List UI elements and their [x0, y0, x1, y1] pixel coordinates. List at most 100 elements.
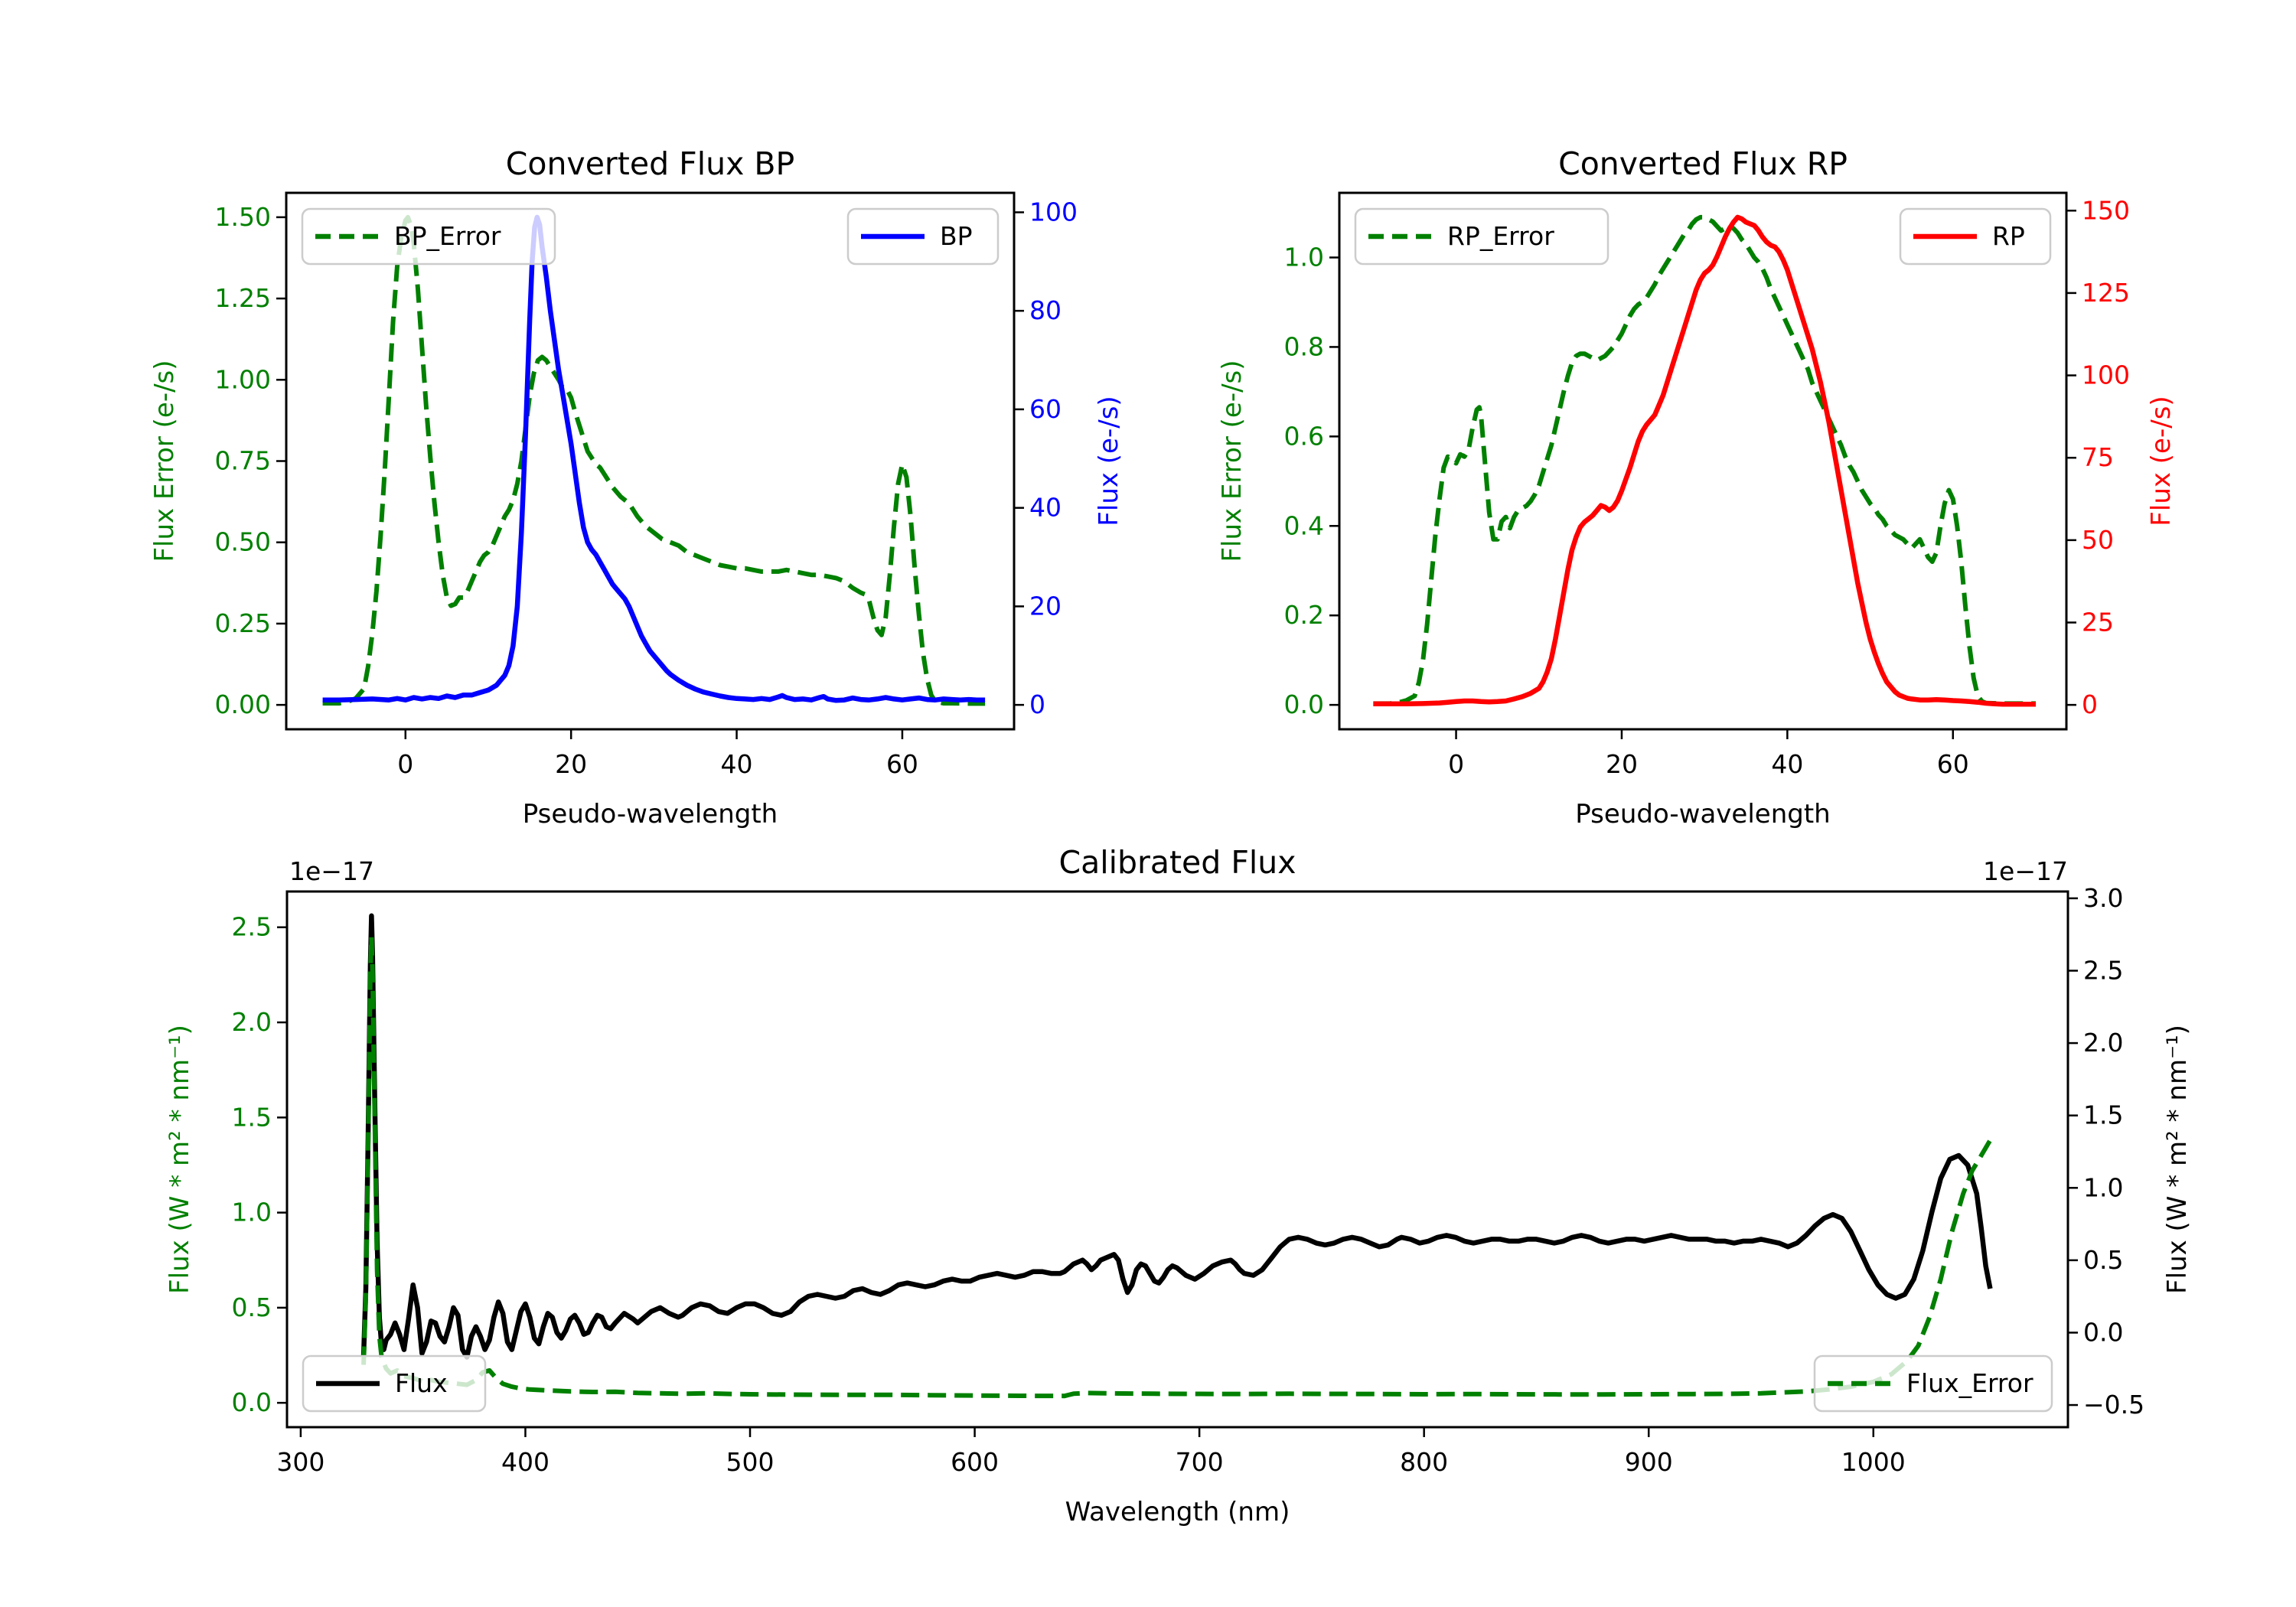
bp-right-tick-label: 40 — [1029, 493, 1062, 523]
bp-left-tick-label: 0.50 — [215, 527, 271, 557]
cal-flux-curve — [360, 913, 1993, 1360]
cal-legend-label: Flux_Error — [1906, 1368, 2033, 1398]
cal-axes-border — [285, 890, 2069, 1429]
bp-legend-box — [301, 207, 556, 266]
cal-left-tick-label: 0.5 — [232, 1292, 272, 1322]
bp-left-tick-label: 1.50 — [215, 202, 271, 232]
cal-offset-left: 1e−17 — [289, 856, 374, 886]
rp-left-ticks: 0.0 0.2 0.4 0.6 0.8 1.0 — [1284, 242, 1339, 719]
bp-title: Converted Flux BP — [506, 145, 795, 182]
cal-x-tick-label: 1000 — [1841, 1447, 1906, 1477]
rp-right-tick-label: 50 — [2082, 525, 2114, 555]
rp-right-tick-label: 25 — [2082, 607, 2114, 637]
bp-legend-bp_error: BP_Error — [301, 207, 556, 266]
cal-ylabel-left: Flux (W * m² * nm⁻¹) — [165, 1025, 195, 1294]
rp-left-tick-label: 0.2 — [1284, 600, 1324, 630]
cal-x-tick-label: 600 — [951, 1447, 999, 1477]
cal-right-tick-label: 1.0 — [2083, 1172, 2123, 1202]
rp-x-tick-label: 40 — [1771, 749, 1803, 779]
cal-plot-area — [360, 913, 1993, 1399]
rp-left-tick-label: 0.6 — [1284, 421, 1324, 451]
chart-cal: 300 400 500 600 700 800 900 1000 0.0 0.5 1.0 1.5 2.0… — [165, 844, 2193, 1527]
rp-legend-rp: RP — [1899, 207, 2052, 266]
bp-bp-curve — [322, 214, 986, 703]
cal-right-tick-label: −0.5 — [2083, 1390, 2144, 1420]
rp-right-tick-label: 150 — [2082, 195, 2130, 225]
bp-legend-label: BP_Error — [394, 221, 501, 251]
cal-x-tick-label: 700 — [1176, 1447, 1224, 1477]
rp-x-tick-label: 20 — [1606, 749, 1638, 779]
cal-right-ticks: −0.5 0.0 0.5 1.0 1.5 2.0 2.5 3.0 — [2068, 883, 2144, 1420]
cal-x-tick-label: 400 — [501, 1447, 550, 1477]
cal-legend-flux_error: Flux_Error — [1813, 1354, 2053, 1413]
bp-right-tick-label: 0 — [1029, 689, 1045, 719]
bp-legend-bp: BP — [846, 207, 1000, 266]
bp-left-tick-label: 1.25 — [215, 283, 271, 313]
rp-plot-area — [1373, 214, 2036, 707]
rp-left-tick-label: 0.0 — [1284, 689, 1324, 719]
bp-right-ticks: 0 20 40 60 80 100 — [1014, 197, 1078, 719]
rp-legend-rp_error: RP_Error — [1354, 207, 1609, 266]
rp-rp-curve — [1373, 214, 2036, 707]
cal-left-tick-label: 0.0 — [232, 1387, 272, 1417]
bp-left-tick-label: 0.25 — [215, 608, 271, 638]
rp-axes-border — [1338, 191, 2068, 731]
cal-right-tick-label: 2.5 — [2083, 955, 2123, 985]
rp-legend-label: RP_Error — [1447, 221, 1554, 251]
rp-legend-label: RP — [1992, 221, 2025, 251]
cal-x-tick-label: 300 — [276, 1447, 325, 1477]
rp-right-ticks: 0 25 50 75 100 125 150 — [2066, 195, 2130, 719]
rp-xlabel: Pseudo-wavelength — [1575, 799, 1830, 830]
chart-rp: 0 20 40 60 0.0 0.2 0.4 0.6 0.8 1.0 0 25 50 75 100 125 15… — [1217, 145, 2177, 830]
cal-right-tick-label: 0.5 — [2083, 1245, 2123, 1275]
bp-left-ticks: 0.00 0.25 0.50 0.75 1.00 1.25 1.50 — [215, 202, 286, 719]
rp-ylabel-right: Flux (e-/s) — [2146, 396, 2177, 526]
cal-legend-label: Flux — [395, 1368, 448, 1398]
rp-x-tick-label: 0 — [1448, 749, 1464, 779]
bp-right-tick-label: 20 — [1029, 591, 1062, 621]
chart-bp: 0 20 40 60 0.00 0.25 0.50 0.75 1.00 1.25 1.50 0 20 40… — [149, 145, 1124, 830]
rp-x-ticks: 0 20 40 60 — [1448, 729, 1969, 779]
cal-offset-right: 1e−17 — [1983, 856, 2068, 886]
cal-legend-box — [302, 1354, 487, 1413]
rp-right-tick-label: 75 — [2082, 442, 2114, 472]
rp-rp_error-curve — [1373, 214, 2036, 706]
rp-x-tick-label: 60 — [1937, 749, 1969, 779]
bp-x-tick-label: 40 — [721, 749, 753, 779]
rp-ylabel-left: Flux Error (e-/s) — [1217, 360, 1247, 562]
bp-x-ticks: 0 20 40 60 — [397, 729, 918, 779]
rp-left-tick-label: 0.4 — [1284, 510, 1324, 540]
bp-left-tick-label: 1.00 — [215, 364, 271, 394]
cal-right-tick-label: 2.0 — [2083, 1028, 2123, 1058]
bp-ylabel-left: Flux Error (e-/s) — [149, 360, 180, 562]
cal-title: Calibrated Flux — [1058, 844, 1296, 881]
rp-left-tick-label: 0.8 — [1284, 331, 1324, 361]
cal-xlabel: Wavelength (nm) — [1065, 1497, 1290, 1527]
cal-right-tick-label: 0.0 — [2083, 1317, 2123, 1347]
cal-legend-box — [1813, 1354, 2053, 1413]
rp-right-tick-label: 125 — [2082, 278, 2130, 308]
cal-x-tick-label: 500 — [726, 1447, 775, 1477]
cal-x-tick-label: 800 — [1400, 1447, 1448, 1477]
bp-left-tick-label: 0.00 — [215, 689, 271, 719]
cal-left-tick-label: 1.0 — [232, 1198, 272, 1227]
rp-right-tick-label: 0 — [2082, 689, 2098, 719]
rp-legend-box — [1354, 207, 1609, 266]
bp-right-tick-label: 100 — [1029, 197, 1078, 227]
cal-x-ticks: 300 400 500 600 700 800 900 1000 — [276, 1427, 1906, 1477]
bp-ylabel-right: Flux (e-/s) — [1094, 396, 1124, 526]
rp-left-tick-label: 1.0 — [1284, 242, 1324, 272]
bp-right-tick-label: 80 — [1029, 295, 1062, 325]
bp-legend-label: BP — [940, 221, 973, 251]
cal-left-tick-label: 1.5 — [232, 1102, 272, 1132]
cal-left-ticks: 0.0 0.5 1.0 1.5 2.0 2.5 — [232, 912, 287, 1417]
rp-right-tick-label: 100 — [2082, 360, 2130, 390]
bp-x-tick-label: 60 — [886, 749, 918, 779]
cal-left-tick-label: 2.5 — [232, 912, 272, 942]
bp-right-tick-label: 60 — [1029, 394, 1062, 424]
cal-right-tick-label: 3.0 — [2083, 883, 2123, 913]
cal-x-tick-label: 900 — [1625, 1447, 1673, 1477]
cal-ylabel-right: Flux (W * m² * nm⁻¹) — [2162, 1025, 2193, 1294]
